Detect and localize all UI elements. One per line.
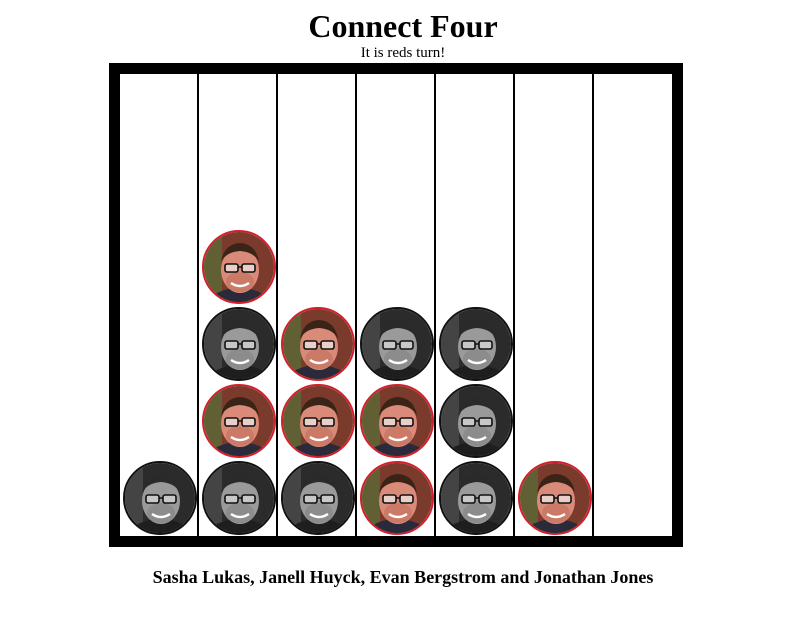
- board-column-4[interactable]: [357, 74, 436, 536]
- board-column-1[interactable]: [120, 74, 199, 536]
- red-disc: [517, 461, 592, 535]
- red-disc: [201, 230, 276, 304]
- black-disc: [201, 461, 276, 535]
- black-disc: [201, 307, 276, 381]
- black-disc: [122, 461, 197, 535]
- page-title: Connect Four: [308, 8, 498, 44]
- red-disc: [201, 384, 276, 458]
- red-disc: [359, 384, 434, 458]
- red-disc: [280, 384, 355, 458]
- black-disc: [359, 307, 434, 381]
- black-disc: [280, 461, 355, 535]
- black-disc: [438, 307, 513, 381]
- game-board: [109, 63, 683, 547]
- board-column-6[interactable]: [515, 74, 594, 536]
- turn-status: It is reds turn!: [360, 45, 446, 61]
- red-disc: [280, 307, 355, 381]
- board-column-2[interactable]: [199, 74, 278, 536]
- black-disc: [438, 461, 513, 535]
- board-column-3[interactable]: [278, 74, 357, 536]
- red-disc: [359, 461, 434, 535]
- board-column-7[interactable]: [594, 74, 673, 536]
- credits: Sasha Lukas, Janell Huyck, Evan Bergstro…: [152, 567, 654, 587]
- black-disc: [438, 384, 513, 458]
- board-column-5[interactable]: [436, 74, 515, 536]
